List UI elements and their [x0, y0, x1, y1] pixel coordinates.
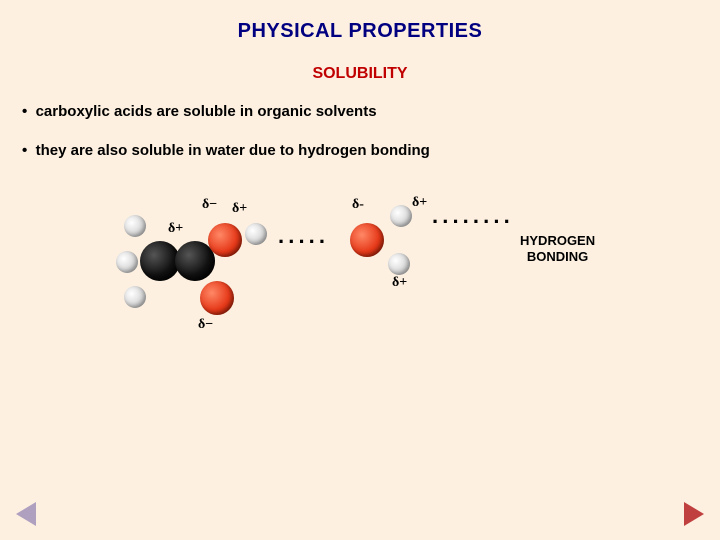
next-slide-button[interactable]: [684, 502, 704, 526]
charge-label: δ+: [168, 221, 183, 237]
molecule-diagram: δ− δ+ δ+ δ− . . . . . δ- δ+ δ+ . . . . .…: [0, 181, 720, 341]
hydrogen-atom: [390, 205, 412, 227]
bullet-item: • carboxylic acids are soluble in organi…: [22, 103, 698, 120]
bullet-text: carboxylic acids are soluble in organic …: [36, 103, 377, 120]
bullet-text: they are also soluble in water due to hy…: [36, 142, 430, 159]
hbond-dots: . . . . .: [278, 223, 324, 249]
hydrogen-atom: [124, 286, 146, 308]
hydrogen-atom: [116, 251, 138, 273]
slide-subtitle: SOLUBILITY: [0, 43, 720, 83]
charge-label: δ-: [352, 197, 364, 213]
carbon-atom: [140, 241, 180, 281]
prev-slide-button[interactable]: [16, 502, 36, 526]
oxygen-atom: [208, 223, 242, 257]
hbond-label-line: BONDING: [527, 249, 588, 264]
hydrogen-atom: [124, 215, 146, 237]
hbond-label: HYDROGEN BONDING: [520, 233, 595, 264]
hydrogen-atom: [245, 223, 267, 245]
charge-label: δ+: [412, 195, 427, 211]
charge-label: δ+: [392, 275, 407, 291]
slide-title: PHYSICAL PROPERTIES: [0, 0, 720, 43]
bullet-list: • carboxylic acids are soluble in organi…: [0, 83, 720, 159]
charge-label: δ−: [202, 197, 217, 213]
oxygen-atom: [200, 281, 234, 315]
charge-label: δ−: [198, 317, 213, 333]
charge-label: δ+: [232, 201, 247, 217]
hbond-label-line: HYDROGEN: [520, 233, 595, 248]
hbond-dots: . . . . . . . .: [432, 203, 509, 229]
bullet-item: • they are also soluble in water due to …: [22, 142, 698, 159]
hydrogen-atom: [388, 253, 410, 275]
oxygen-atom: [350, 223, 384, 257]
